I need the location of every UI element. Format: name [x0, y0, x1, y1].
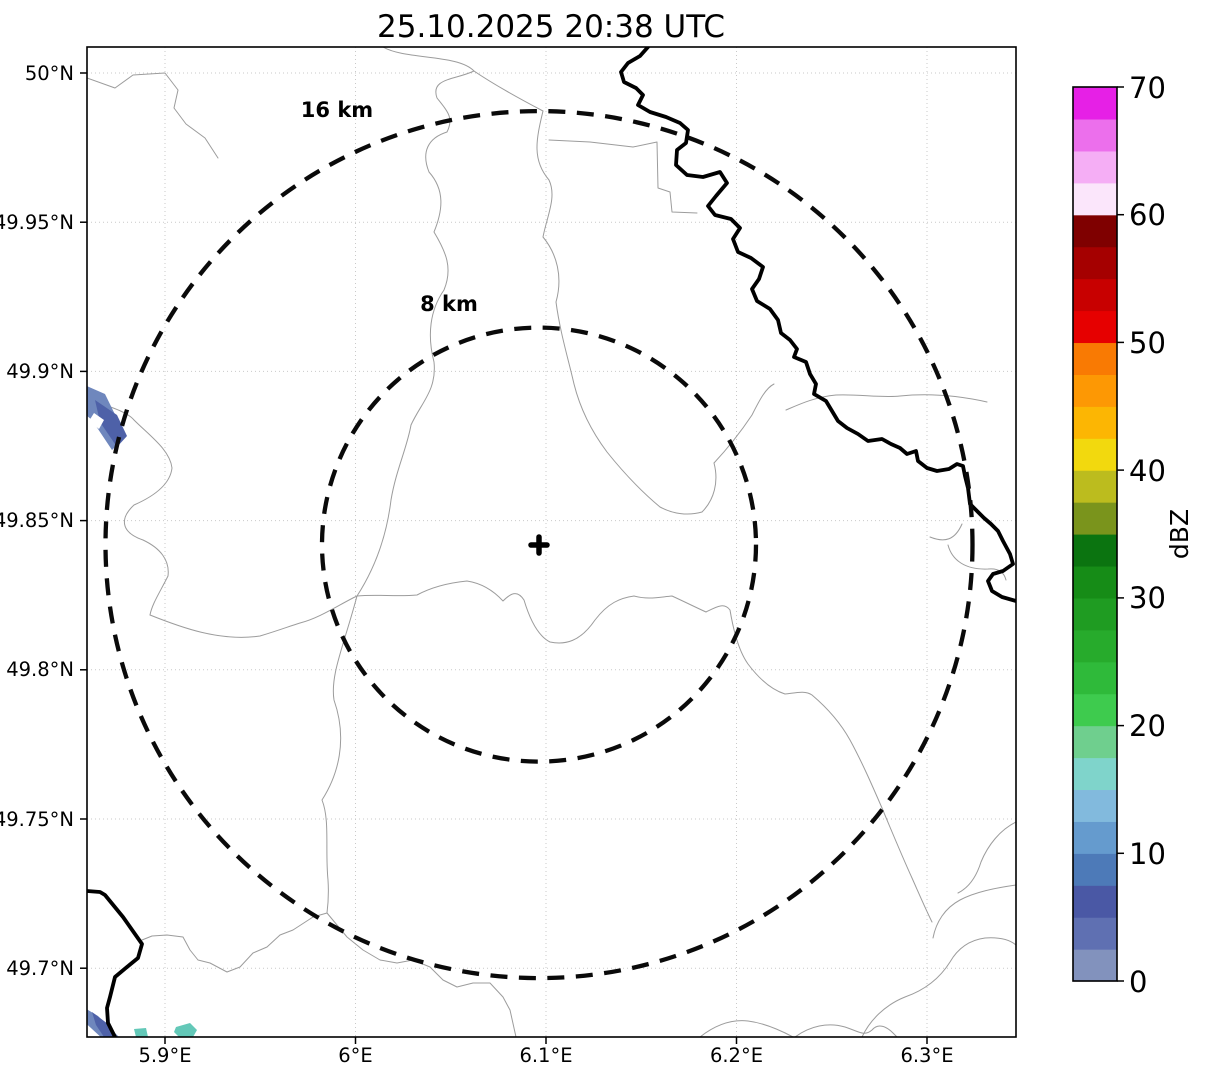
colorbar-segment — [1073, 118, 1117, 152]
colorbar-segment — [1073, 310, 1117, 344]
x-tick-label: 6.2°E — [710, 1044, 763, 1067]
colorbar-segment — [1073, 87, 1117, 120]
country-border — [87, 47, 1016, 1037]
radar-center-marker — [528, 534, 550, 556]
colorbar-axis-label: dBZ — [1165, 509, 1194, 559]
colorbar-segment — [1073, 406, 1117, 439]
colorbar-tick-label: 40 — [1129, 454, 1166, 488]
colorbar-segment — [1073, 917, 1117, 950]
range-rings — [103, 108, 975, 981]
colorbar-tick-label: 30 — [1129, 581, 1166, 615]
colorbar-segment — [1073, 629, 1117, 663]
y-tick-label: 49.9°N — [6, 360, 74, 383]
colorbar-segment — [1073, 565, 1117, 599]
x-axis-tickmarks — [164, 1037, 928, 1044]
range-ring-16km-label: 16 km — [301, 98, 373, 122]
radar-echo-weak — [95, 400, 127, 447]
figure-title: 25.10.2025 20:38 UTC — [377, 9, 725, 45]
y-tick-label: 49.85°N — [0, 509, 74, 532]
colorbar-frame — [1072, 86, 1118, 982]
colorbar-tick-label: 70 — [1129, 71, 1166, 105]
radar-echoes — [87, 386, 197, 1037]
x-axis-labels: 5.9°E 6°E 6.1°E 6.2°E 6.3°E — [138, 1044, 953, 1067]
y-axis-labels: 50°N 49.95°N 49.9°N 49.85°N 49.8°N 49.75… — [0, 62, 74, 980]
colorbar-segment — [1073, 150, 1117, 184]
colorbar-segment — [1073, 214, 1117, 248]
x-tick-label: 6.1°E — [519, 1044, 572, 1067]
radar-echo-moderate — [134, 1028, 148, 1037]
plot-frame — [86, 46, 1017, 1038]
y-tick-label: 49.75°N — [0, 808, 74, 831]
range-ring-8km-label: 8 km — [420, 292, 478, 316]
colorbar-segment — [1073, 789, 1117, 822]
colorbar-tick-label: 0 — [1129, 965, 1147, 999]
y-tick-label: 49.7°N — [6, 957, 74, 980]
colorbar-tick-label: 50 — [1129, 326, 1166, 360]
colorbar-segment — [1073, 757, 1117, 791]
radar-echo-moderate — [174, 1023, 197, 1037]
colorbar-segment — [1073, 246, 1117, 280]
radar-echo-gap — [89, 413, 104, 429]
colorbar-segment — [1073, 949, 1117, 982]
y-axis-tickmarks — [80, 72, 87, 969]
colorbar-segment — [1073, 438, 1117, 471]
y-tick-label: 49.95°N — [0, 211, 74, 234]
y-tick-label: 50°N — [25, 62, 74, 85]
colorbar-segment — [1073, 470, 1117, 503]
colorbar-segment — [1073, 534, 1117, 567]
colorbar-segment — [1073, 885, 1117, 918]
colorbar-segment — [1073, 597, 1117, 631]
x-tick-label: 6.3°E — [900, 1044, 953, 1067]
colorbar-segment — [1073, 853, 1117, 886]
colorbar-segment — [1073, 342, 1117, 375]
colorbar-tick-label: 20 — [1129, 709, 1166, 743]
y-tick-label: 49.8°N — [6, 658, 74, 681]
range-ring-16km — [103, 108, 975, 981]
colorbar-tick-label: 10 — [1129, 837, 1166, 871]
admin-boundary-lines — [87, 47, 1016, 1037]
colorbar: 70 60 50 40 30 20 10 0 dBZ — [1072, 71, 1194, 999]
colorbar-segment — [1073, 661, 1117, 695]
colorbar-tick-labels: 70 60 50 40 30 20 10 0 — [1129, 71, 1166, 999]
graticule-grid — [87, 47, 1016, 1037]
colorbar-segments — [1073, 87, 1117, 982]
colorbar-segment — [1073, 725, 1117, 759]
colorbar-tickmarks — [1117, 86, 1124, 982]
x-tick-label: 5.9°E — [138, 1044, 191, 1067]
x-tick-label: 6°E — [338, 1044, 372, 1067]
colorbar-segment — [1073, 502, 1117, 535]
colorbar-segment — [1073, 693, 1117, 727]
colorbar-segment — [1073, 278, 1117, 312]
colorbar-segment — [1073, 821, 1117, 854]
colorbar-tick-label: 60 — [1129, 198, 1166, 232]
colorbar-segment — [1073, 182, 1117, 216]
range-ring-8km — [319, 325, 759, 764]
colorbar-segment — [1073, 374, 1117, 407]
